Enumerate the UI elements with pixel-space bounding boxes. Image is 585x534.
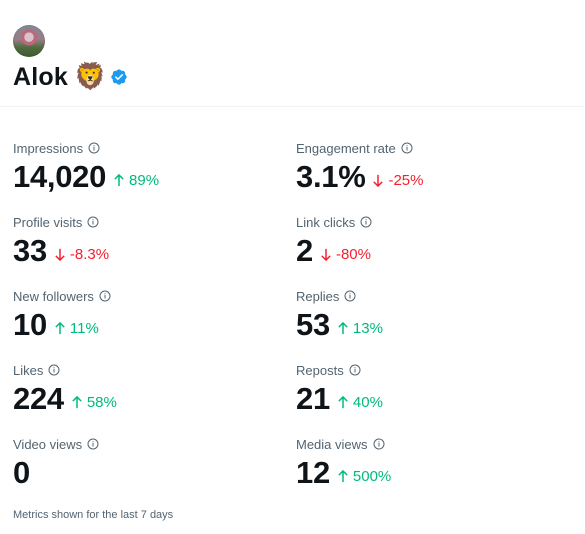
metric-change: 11% [54, 320, 99, 337]
metric-label: Profile visits [13, 214, 83, 230]
metric-change: -80% [320, 246, 371, 263]
metric-value: 3.1% [296, 159, 366, 194]
metric-value: 0 [13, 455, 30, 490]
info-icon[interactable] [373, 438, 385, 450]
metric-change: 58% [71, 394, 117, 411]
metric-change: 89% [113, 172, 159, 189]
arrow-up-icon [338, 396, 348, 409]
metric-change: -8.3% [54, 246, 109, 263]
metric-label: Likes [13, 362, 44, 378]
metrics-period-note: Metrics shown for the last 7 days [13, 509, 174, 521]
info-icon[interactable] [48, 364, 60, 376]
verified-badge-icon[interactable] [110, 68, 128, 86]
metric-value: 10 [13, 307, 47, 342]
metric-impressions: Impressions 14,020 89% [13, 138, 296, 212]
metric-value: 14,020 [13, 159, 107, 194]
metric-value: 2 [296, 233, 313, 268]
metric-engagement-rate: Engagement rate 3.1% -25% [296, 138, 579, 212]
metric-video-views: Video views 0 [13, 434, 296, 508]
metric-value: 53 [296, 307, 330, 342]
info-icon[interactable] [87, 438, 99, 450]
info-icon[interactable] [401, 142, 413, 154]
metric-change: 500% [337, 468, 391, 485]
metric-value: 224 [13, 381, 64, 416]
metric-value: 21 [296, 381, 330, 416]
lion-emoji-icon: 🦁 [73, 62, 107, 92]
arrow-down-icon [55, 248, 65, 261]
info-icon[interactable] [344, 290, 356, 302]
profile-name[interactable]: Alok [13, 62, 68, 91]
metric-replies: Replies 53 13% [296, 286, 579, 360]
metric-media-views: Media views 12 500% [296, 434, 579, 508]
info-icon[interactable] [360, 216, 372, 228]
arrow-up-icon [114, 174, 124, 187]
metric-label: Reposts [296, 362, 344, 378]
metric-likes: Likes 224 58% [13, 360, 296, 434]
metric-reposts: Reposts 21 40% [296, 360, 579, 434]
profile-header: Alok 🦁 [13, 25, 585, 93]
name-row: Alok 🦁 [13, 61, 585, 93]
info-icon[interactable] [88, 142, 100, 154]
metric-label: Link clicks [296, 214, 356, 230]
metric-change: 40% [337, 394, 383, 411]
metric-label: Video views [13, 436, 83, 452]
metric-change: -25% [372, 172, 424, 189]
metric-label: Engagement rate [296, 140, 396, 156]
header-divider [0, 106, 585, 107]
metric-label: Impressions [13, 140, 84, 156]
metric-change: 13% [337, 320, 383, 337]
metric-profile-visits: Profile visits 33 -8.3% [13, 212, 296, 286]
arrow-up-icon [55, 322, 65, 335]
avatar[interactable] [13, 25, 45, 57]
metric-label: New followers [13, 288, 94, 304]
metric-label: Replies [296, 288, 340, 304]
arrow-up-icon [72, 396, 82, 409]
arrow-down-icon [373, 174, 384, 187]
arrow-up-icon [338, 470, 348, 483]
metric-link-clicks: Link clicks 2 -80% [296, 212, 579, 286]
info-icon[interactable] [87, 216, 99, 228]
metric-new-followers: New followers 10 11% [13, 286, 296, 360]
info-icon[interactable] [349, 364, 361, 376]
metrics-grid: Impressions 14,020 89% Engagement rate 3.… [13, 138, 573, 508]
arrow-down-icon [321, 248, 331, 261]
info-icon[interactable] [99, 290, 111, 302]
metric-value: 12 [296, 455, 330, 490]
arrow-up-icon [338, 322, 348, 335]
metric-label: Media views [296, 436, 368, 452]
metric-value: 33 [13, 233, 47, 268]
